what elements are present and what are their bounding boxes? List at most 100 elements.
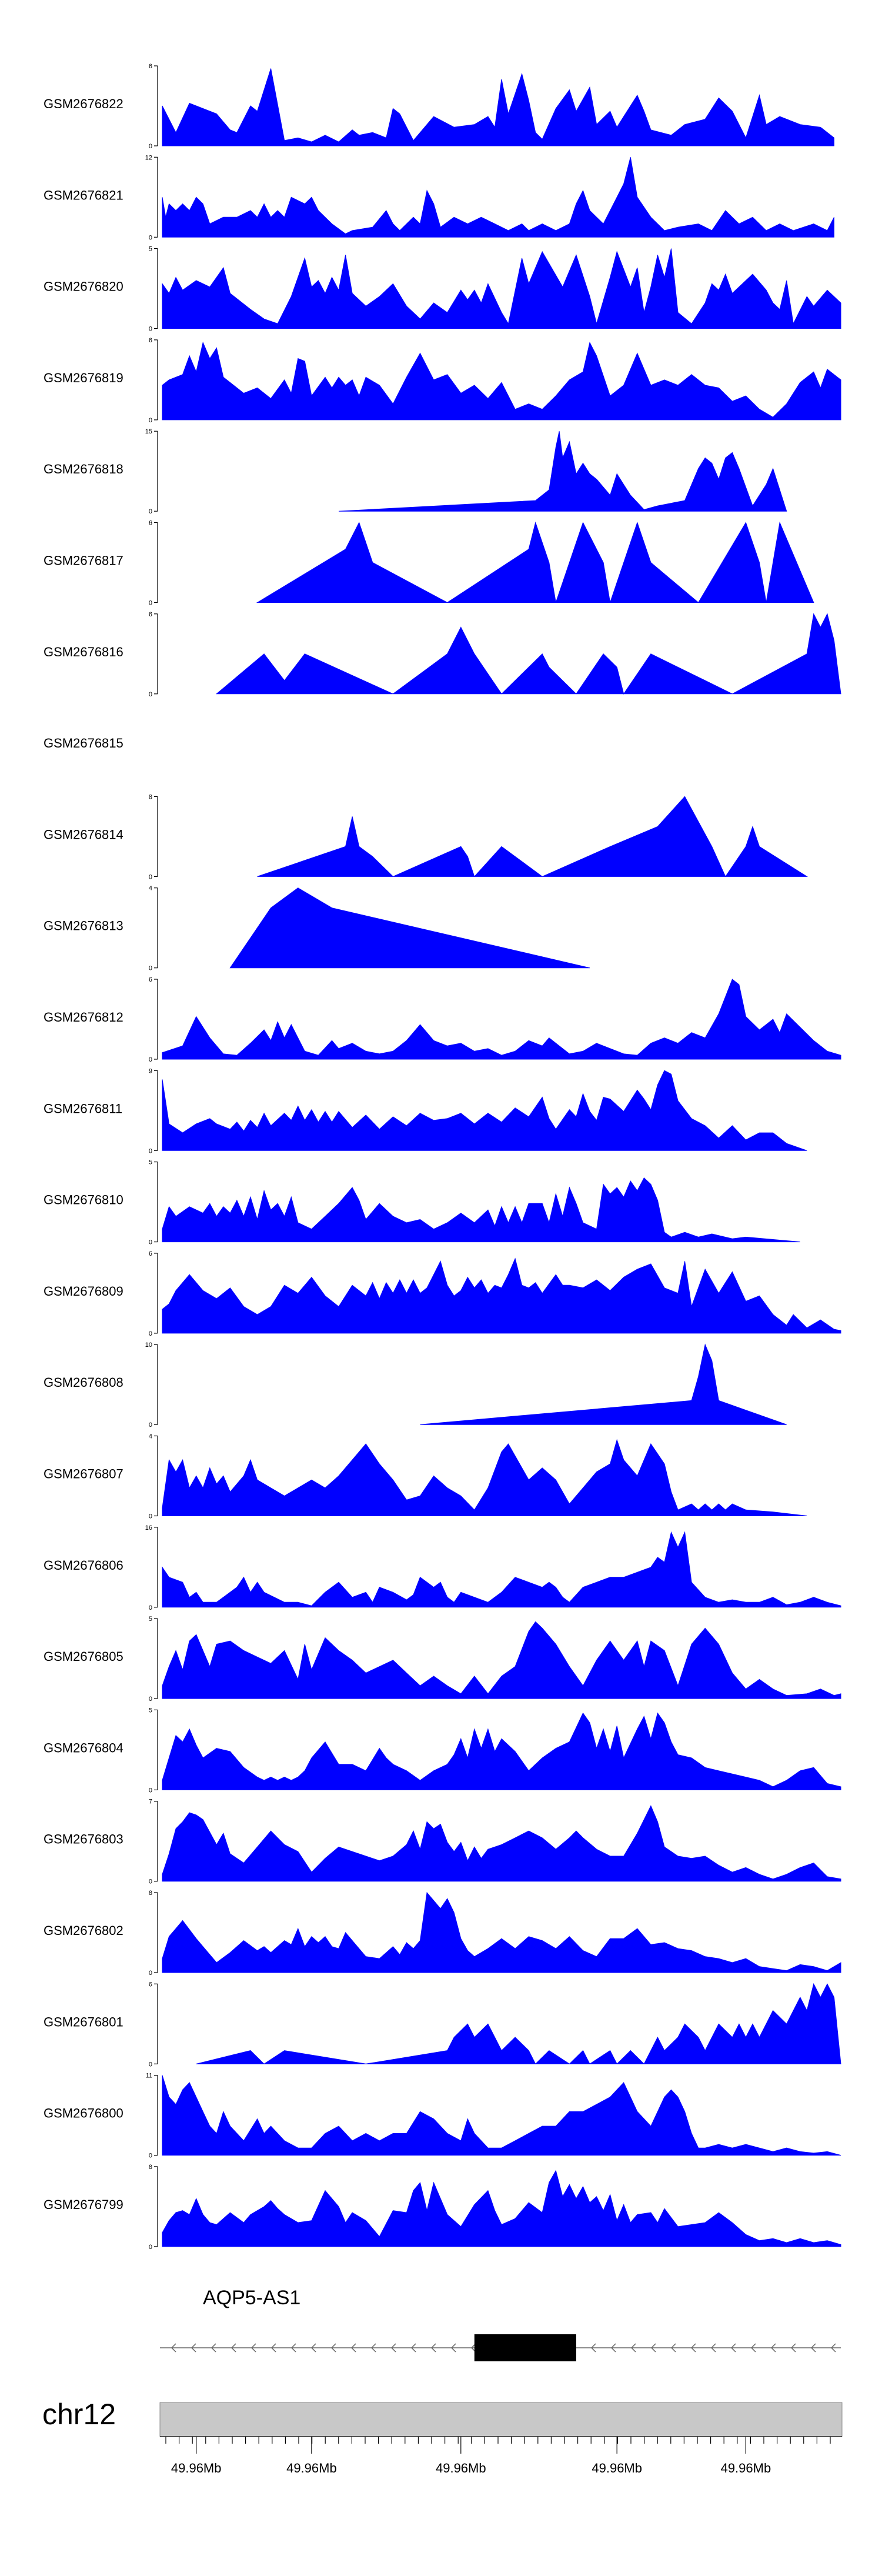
strand-chevron-icon [450,2343,456,2353]
track-label: GSM2676810 [44,1193,123,1207]
track-label: GSM2676801 [44,2014,123,2029]
y-min-label: 0 [149,508,152,515]
coverage-area [162,2170,841,2247]
y-max-label: 4 [149,885,152,892]
coverage-area [257,796,808,877]
y-max-label: 8 [149,1890,152,1897]
track-GSM2676807: GSM2676807 4 0 [44,1433,807,1520]
track-label: GSM2676818 [44,462,123,476]
y-min-label: 0 [149,600,152,607]
coverage-area [162,341,841,421]
strand-chevron-icon [670,2343,676,2353]
coverage-area [420,1343,787,1425]
strand-chevron-icon [390,2343,396,2353]
strand-chevron-icon [590,2343,596,2353]
chromosome-axis: chr12 49.96Mb 49.96Mb 49.96Mb 49.96Mb 49.96M… [42,2398,843,2475]
y-max-label: 7 [149,1798,152,1806]
track-GSM2676799: GSM2676799 8 0 [44,2164,841,2251]
strand-chevron-icon [370,2343,376,2353]
coverage-area [162,1257,841,1334]
strand-chevron-icon [730,2343,736,2353]
y-max-label: 10 [145,1342,152,1349]
coverage-area [162,157,834,238]
strand-chevron-icon [230,2343,236,2353]
coverage-area [256,521,814,603]
coverage-area [196,1983,841,2065]
strand-chevron-icon [250,2343,256,2353]
strand-chevron-icon [790,2343,796,2353]
track-GSM2676815: GSM2676815 [44,736,123,750]
track-GSM2676804: GSM2676804 5 0 [44,1707,841,1794]
track-GSM2676817: GSM2676817 6 0 [44,520,814,607]
strand-chevron-icon [690,2343,696,2353]
y-max-label: 12 [145,154,152,161]
track-GSM2676801: GSM2676801 6 0 [44,1981,841,2068]
gene-track: AQP5-AS1 [160,2287,841,2361]
track-label: GSM2676799 [44,2197,123,2212]
y-min-label: 0 [149,417,152,424]
y-max-label: 16 [145,1524,152,1531]
track-label: GSM2676816 [44,645,123,659]
y-min-label: 0 [149,326,152,333]
coverage-area [162,2075,841,2156]
y-max-label: 8 [149,2164,152,2171]
track-label: GSM2676822 [44,96,123,111]
strand-chevron-icon [750,2343,756,2353]
track-GSM2676818: GSM2676818 15 0 [44,428,787,515]
track-GSM2676812: GSM2676812 6 0 [44,976,841,1063]
strand-chevron-icon [171,2343,176,2353]
track-label: GSM2676820 [44,279,123,294]
track-GSM2676816: GSM2676816 6 0 [44,611,841,698]
strand-chevron-icon [710,2343,716,2353]
y-max-label: 6 [149,1981,152,1988]
position-label: 49.96Mb [436,2461,486,2475]
track-GSM2676813: GSM2676813 4 0 [44,885,590,972]
coverage-area [215,613,841,695]
y-max-label: 6 [149,1250,152,1257]
strand-chevron-icon [650,2343,656,2353]
strand-chevron-icon [310,2343,316,2353]
track-label: GSM2676815 [44,736,123,750]
strand-chevron-icon [211,2343,216,2353]
coverage-area [162,1177,800,1243]
track-label: GSM2676817 [44,553,123,568]
track-GSM2676808: GSM2676808 10 0 [44,1342,787,1429]
track-label: GSM2676802 [44,1923,123,1938]
strand-chevron-icon [830,2343,836,2353]
coverage-area [338,431,787,512]
coverage-area [162,1439,807,1516]
y-min-label: 0 [149,691,152,698]
track-label: GSM2676811 [44,1101,122,1116]
track-GSM2676819: GSM2676819 6 0 [44,337,841,424]
y-min-label: 0 [149,1878,152,1886]
y-min-label: 0 [149,1513,152,1520]
strand-chevron-icon [470,2343,476,2353]
position-label: 49.96Mb [721,2461,771,2475]
y-max-label: 4 [149,1433,152,1440]
y-min-label: 0 [149,1056,152,1063]
strand-chevron-icon [430,2343,436,2353]
track-GSM2676822: GSM2676822 6 0 [44,63,834,150]
coverage-area [162,1070,807,1151]
strand-chevron-icon [191,2343,196,2353]
track-label: GSM2676806 [44,1558,123,1573]
track-GSM2676821: GSM2676821 12 0 [44,154,834,241]
strand-chevron-icon [810,2343,816,2353]
track-label: GSM2676812 [44,1010,123,1025]
strand-chevron-icon [610,2343,616,2353]
track-label: GSM2676807 [44,1467,123,1481]
y-min-label: 0 [149,1696,152,1703]
track-GSM2676800: GSM2676800 11 0 [44,2073,841,2160]
chromosome-name: chr12 [42,2398,116,2431]
coverage-area [162,1805,841,1882]
track-GSM2676805: GSM2676805 5 0 [44,1616,841,1703]
gene-exon [474,2334,576,2361]
track-GSM2676810: GSM2676810 5 0 [44,1159,800,1246]
coverage-area [229,887,590,969]
genome-ticks: 49.96Mb 49.96Mb 49.96Mb 49.96Mb 49.96Mb [165,2437,831,2475]
y-max-label: 6 [149,337,152,344]
y-min-label: 0 [149,2061,152,2068]
chromosome-ideogram [159,2402,843,2437]
strand-chevron-icon [630,2343,636,2353]
